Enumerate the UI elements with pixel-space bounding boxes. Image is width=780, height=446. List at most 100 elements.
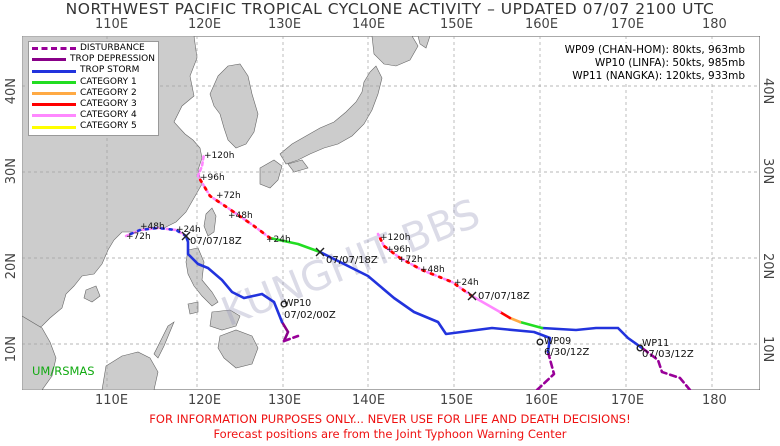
land-taiwan bbox=[203, 207, 217, 237]
wp10-forecast-blue bbox=[124, 226, 188, 238]
storm-status-wp11: WP11 (NANGKA): 120kts, 933mb bbox=[572, 70, 745, 82]
lon-label-140e-top: 140E bbox=[352, 17, 386, 32]
legend-row-trop-depression: TROP DEPRESSION bbox=[32, 54, 155, 65]
legend-row-disturbance: DISTURBANCE bbox=[32, 43, 155, 54]
wp10-label-now: 07/07/18Z bbox=[190, 236, 242, 247]
wp09-track bbox=[196, 152, 556, 390]
wp11-forecast-red bbox=[376, 232, 474, 298]
wp11-label-24h: +24h bbox=[454, 278, 479, 288]
wp11-disturbance-segment bbox=[640, 346, 692, 390]
lat-label-40n-right: 40N bbox=[760, 78, 775, 105]
land-luzon bbox=[185, 247, 219, 307]
wp09-label-48h: +48h bbox=[228, 211, 253, 221]
lon-label-140e-bottom: 140E bbox=[352, 393, 386, 408]
lon-label-160e-bottom: 160E bbox=[525, 393, 559, 408]
land-borneo bbox=[101, 351, 159, 390]
wp10-label-72h: +72h bbox=[126, 232, 151, 242]
wp11-cat3-segment bbox=[498, 310, 512, 320]
legend-row-category-3: CATEGORY 3 bbox=[32, 99, 155, 110]
land-kyushu bbox=[259, 159, 283, 189]
position-markers bbox=[181, 231, 644, 352]
legend-row-category-5: CATEGORY 5 bbox=[32, 121, 155, 132]
wp09-forecast-red bbox=[196, 174, 272, 240]
legend-row-category-1: CATEGORY 1 bbox=[32, 77, 155, 88]
legend-swatch-category-3 bbox=[32, 103, 76, 107]
storm-status-box: WP09 (CHAN-HOM): 80kts, 963mb WP10 (LINF… bbox=[561, 43, 748, 84]
legend-swatch-category-1 bbox=[32, 80, 76, 84]
footer-source: Forecast positions are from the Joint Ty… bbox=[213, 427, 567, 441]
lon-label-120e-top: 120E bbox=[188, 17, 222, 32]
lon-label-110e-bottom: 110E bbox=[95, 393, 129, 408]
wp09-label-72h: +72h bbox=[216, 191, 241, 201]
wp10-label-24h: +24h bbox=[176, 225, 201, 235]
legend-label: CATEGORY 3 bbox=[80, 99, 137, 110]
land-palawan bbox=[153, 321, 175, 359]
lon-label-180-bottom: 180 bbox=[702, 393, 727, 408]
wp10-depression-segment bbox=[280, 320, 290, 343]
wp11-track bbox=[376, 232, 692, 390]
wp10-disturbance-segment bbox=[282, 334, 300, 343]
lon-label-150e-bottom: 150E bbox=[440, 393, 474, 408]
legend-label: CATEGORY 2 bbox=[80, 87, 137, 98]
land-mindoro bbox=[187, 301, 199, 315]
land-hainan bbox=[83, 285, 101, 303]
footer-warning: FOR INFORMATION PURPOSES ONLY... NEVER U… bbox=[149, 412, 631, 426]
wp11-label-120h: +120h bbox=[380, 233, 410, 243]
wp11-cat1-segment bbox=[518, 320, 544, 330]
land-korea bbox=[209, 63, 259, 149]
legend-row-trop-storm: TROP STORM bbox=[32, 65, 155, 76]
lon-label-180-top: 180 bbox=[702, 17, 727, 32]
lon-label-170e-bottom: 170E bbox=[611, 393, 645, 408]
wp09-label-24h: +24h bbox=[266, 235, 291, 245]
lat-label-30n-left: 30N bbox=[4, 158, 19, 185]
land-hokkaido bbox=[371, 36, 419, 67]
legend-label: CATEGORY 4 bbox=[80, 110, 137, 121]
wp11-label-48h: +48h bbox=[420, 265, 445, 275]
cyclone-map: KUNGHIT BBS +120h +96h +72h +4 bbox=[22, 36, 760, 390]
wp09-label-96h: +96h bbox=[200, 173, 225, 183]
lat-label-20n-right: 20N bbox=[760, 253, 775, 280]
lat-label-10n-right: 10N bbox=[760, 336, 775, 363]
legend-label: CATEGORY 1 bbox=[80, 76, 137, 87]
lon-label-170e-top: 170E bbox=[611, 17, 645, 32]
legend-label: DISTURBANCE bbox=[80, 43, 145, 53]
storm-status-wp09: WP09 (CHAN-HOM): 80kts, 963mb bbox=[564, 44, 745, 56]
lat-label-20n-left: 20N bbox=[4, 253, 19, 280]
wp11-label-72h: +72h bbox=[398, 255, 423, 265]
lat-label-30n-right: 30N bbox=[760, 158, 775, 185]
wp09-disturbance-segment bbox=[535, 350, 556, 390]
wp11-label-now: 07/07/18Z bbox=[478, 291, 530, 302]
storm-status-wp10: WP10 (LINFA): 50kts, 985mb bbox=[594, 57, 745, 69]
intensity-legend: DISTURBANCE TROP DEPRESSION TROP STORM C… bbox=[28, 41, 159, 136]
wp09-label-start: 6/30/12Z bbox=[544, 347, 590, 358]
wp11-label-96h: +96h bbox=[386, 245, 411, 255]
wp09-storm-segment bbox=[318, 250, 552, 354]
wp11-cat2-segment bbox=[508, 316, 522, 324]
wp11-label-start: 07/03/12Z bbox=[642, 349, 694, 360]
wp10-label-start: 07/02/00Z bbox=[284, 310, 336, 321]
wp11-label-id: WP11 bbox=[642, 338, 669, 349]
legend-row-category-4: CATEGORY 4 bbox=[32, 110, 155, 121]
wp09-label-now: 07/07/18Z bbox=[326, 255, 378, 266]
lon-label-130e-top: 130E bbox=[268, 17, 302, 32]
lat-label-40n-left: 40N bbox=[4, 78, 19, 105]
lon-label-160e-top: 160E bbox=[525, 17, 559, 32]
wp09-label-id: WP09 bbox=[544, 336, 571, 347]
lon-label-110e-top: 110E bbox=[95, 17, 129, 32]
land-sakhalin bbox=[417, 36, 431, 49]
legend-swatch-trop-depression bbox=[32, 58, 66, 62]
lon-label-120e-bottom: 120E bbox=[188, 393, 222, 408]
wp09-cat1-segment bbox=[268, 236, 322, 254]
wp09-label-120h: +120h bbox=[204, 151, 234, 161]
legend-label: TROP STORM bbox=[80, 65, 140, 76]
map-title: NORTHWEST PACIFIC TROPICAL CYCLONE ACTIV… bbox=[65, 0, 715, 18]
legend-label: TROP DEPRESSION bbox=[69, 54, 155, 65]
wp11-cat4-segment bbox=[470, 294, 502, 314]
wp11-storm-segment bbox=[540, 326, 644, 350]
legend-swatch-disturbance bbox=[32, 47, 76, 51]
land-shikoku bbox=[287, 159, 309, 173]
legend-swatch-trop-storm bbox=[32, 69, 76, 73]
land-visayas bbox=[209, 309, 241, 331]
lat-label-10n-left: 10N bbox=[4, 336, 19, 363]
wp10-storm-segment bbox=[184, 234, 284, 324]
